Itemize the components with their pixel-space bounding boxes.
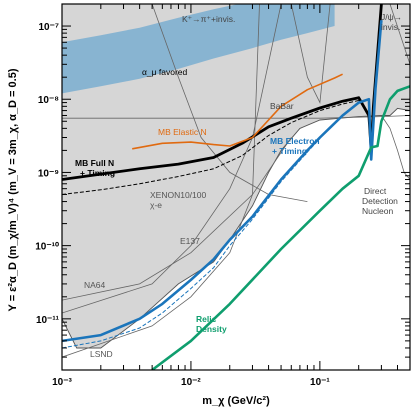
annotation-ddn: Nucleon: [362, 206, 393, 216]
y-axis-label: Y = ε²α_D (m_χ/m_V)⁴ (m_V = 3m_χ, α_D = …: [7, 68, 19, 311]
alpha-mu-band: [62, 4, 335, 94]
series-mb-electron-timing: [62, 20, 383, 343]
annotation-mb-electron: MB Electron: [270, 136, 320, 146]
annotation-relic: Density: [196, 324, 227, 334]
x-axis-label: m_χ (GeV/c²): [202, 395, 270, 407]
plot-frame: [61, 3, 411, 371]
annotation-mb-electron: + Timing: [272, 146, 307, 156]
annotation-alpha-mu: α_μ favored: [142, 67, 188, 77]
y-tick-label: 10⁻¹⁰: [35, 242, 59, 253]
ddn-limit: [381, 115, 410, 180]
x-tick-label: 10⁻¹: [310, 377, 330, 388]
x-tick-label: 10⁻²: [181, 377, 201, 388]
y-tick-label: 10⁻⁸: [38, 95, 59, 106]
annotation-xenon: XENON10/100: [150, 190, 206, 200]
y-tick-label: 10⁻⁷: [38, 22, 59, 33]
annotation-e137: E137: [180, 236, 200, 246]
annotation-lsnd: LSND: [90, 349, 113, 359]
annotation-ddn: Detection: [362, 196, 398, 206]
y-tick-label: 10⁻⁹: [38, 168, 59, 179]
series-mb-full-n-dashed: [62, 100, 359, 195]
annotation-jpsi: J/ψ→: [381, 12, 402, 22]
series-mb-electron-dashed: [62, 138, 321, 349]
annotation-relic: Relic: [196, 314, 217, 324]
y-tick-label: 10⁻¹¹: [36, 315, 60, 326]
annotation-ddn: Direct: [364, 186, 387, 196]
series-layer: [62, 4, 410, 370]
e137-limit: [62, 4, 282, 314]
lsnd-limit: [62, 4, 260, 358]
series-relic-density: [151, 85, 410, 370]
axis-ticks: [61, 3, 411, 371]
plot-area: [62, 4, 410, 370]
annotation-na64: NA64: [84, 280, 106, 290]
kpinu-limit: [290, 4, 331, 105]
annotation-mb-full: + Timing: [80, 168, 115, 178]
x-tick-label: 10⁻³: [52, 377, 72, 388]
annotation-mb-full: MB Full N: [75, 158, 114, 168]
babar-limit: [62, 115, 410, 119]
series-mb-elastic-n: [132, 73, 343, 150]
annotation-xenon: χ-e: [150, 200, 162, 210]
annotation-jpsi: invis.: [381, 22, 400, 32]
annotation-mb-elastic: MB Elastic N: [158, 127, 207, 137]
xenon-limit: [151, 4, 308, 202]
annotation-babar: BaBar: [270, 101, 294, 111]
jpsi-limit: [389, 4, 410, 65]
annotation-kpinu: K⁺→π⁺+invis.: [182, 14, 235, 24]
na64-limit: [62, 137, 292, 301]
